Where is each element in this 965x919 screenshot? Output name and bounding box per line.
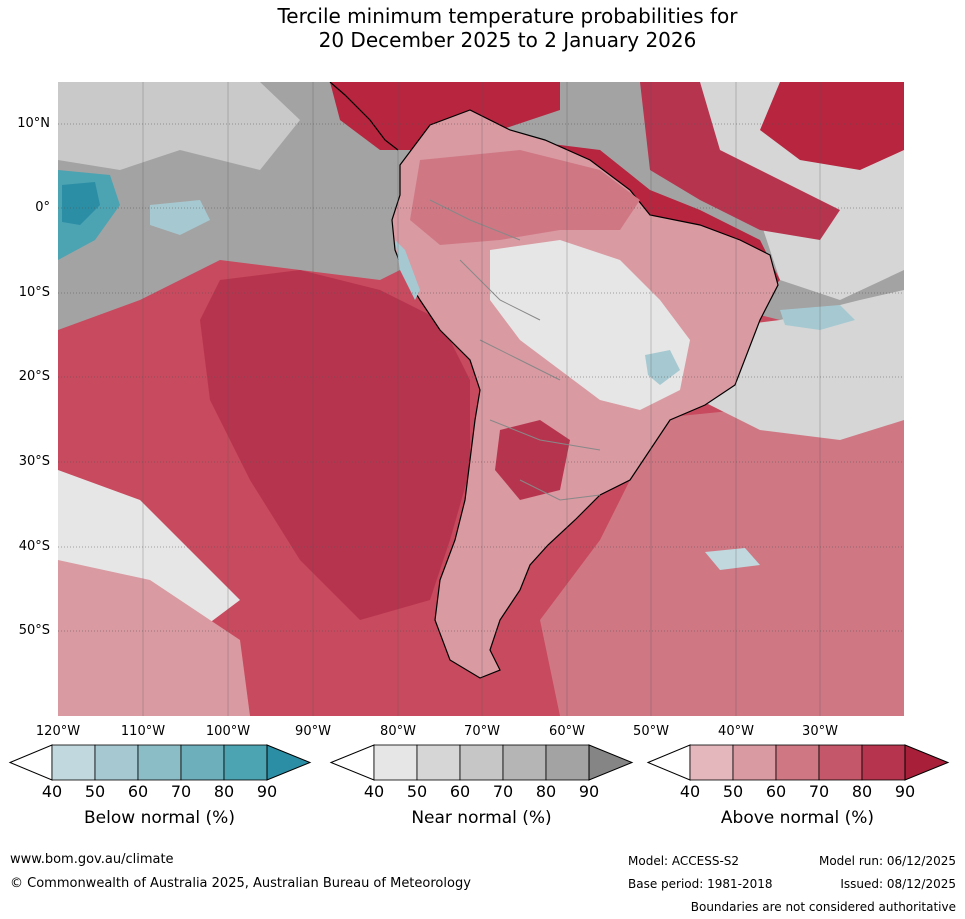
colorbar-swatch — [818, 744, 863, 781]
colorbar-min-arrow — [329, 744, 375, 781]
lon-label: 100°W — [205, 724, 251, 739]
lon-label: 50°W — [633, 724, 669, 739]
above-normal-atlantic-north — [640, 82, 840, 240]
below-normal-pacific-light — [150, 200, 210, 235]
lon-label: 60°W — [549, 724, 585, 739]
colorbar-swatch — [94, 744, 139, 781]
colorbar-swatch — [502, 744, 547, 781]
colorbar-swatch — [137, 744, 182, 781]
title-line-2: 20 December 2025 to 2 January 2026 — [318, 28, 697, 52]
colorbar-tick: 40 — [679, 782, 701, 801]
colorbar-swatch — [545, 744, 590, 781]
near-normal-light-north — [58, 82, 300, 170]
graticule — [58, 123, 904, 632]
colorbar-tick: 70 — [492, 782, 514, 801]
above-normal-south-atlantic — [540, 380, 904, 716]
colorbar-tick: 40 — [363, 782, 385, 801]
footer-website[interactable]: www.bom.gov.au/climate — [10, 852, 174, 867]
below-normal-pacific-core — [62, 182, 100, 225]
below-normal-interior — [645, 350, 680, 385]
footer-issued: Issued: 08/12/2025 — [840, 877, 956, 891]
graticule-meridians — [142, 82, 821, 716]
warm-amazon-land — [410, 150, 640, 245]
colorbar-tick: 70 — [170, 782, 192, 801]
lon-label: 90°W — [295, 724, 331, 739]
map-field — [58, 82, 904, 716]
colorbar-max-arrow — [266, 744, 312, 781]
footer-disclaimer: Boundaries are not considered authoritat… — [690, 900, 956, 914]
colorbar-swatch — [459, 744, 504, 781]
lat-label: 10°N — [17, 116, 50, 131]
above-normal-south-pacific — [200, 270, 470, 620]
footer-base-period: Base period: 1981-2018 — [628, 877, 773, 891]
colorbar-tick: 90 — [578, 782, 600, 801]
colorbar-tick: 50 — [84, 782, 106, 801]
lat-label: 20°S — [18, 369, 50, 384]
colorbar-tick: 80 — [851, 782, 873, 801]
lat-label: 40°S — [18, 539, 50, 554]
colorbar-tick: 80 — [535, 782, 557, 801]
central-america — [329, 82, 399, 151]
colorbar-max-arrow — [904, 744, 950, 781]
above-normal-east-atlantic — [760, 82, 904, 170]
colorbar-tick: 50 — [722, 782, 744, 801]
legend-colorbars — [8, 744, 950, 781]
colorbar-swatch — [223, 744, 268, 781]
lon-label: 30°W — [802, 724, 838, 739]
colorbar-tick: 90 — [256, 782, 278, 801]
colorbar-tick: 70 — [808, 782, 830, 801]
colorbar-swatch — [51, 744, 96, 781]
near-normal-interior — [490, 240, 690, 410]
colorbar-swatch — [689, 744, 734, 781]
colorbar-swatch — [775, 744, 820, 781]
colorbar-min-arrow — [8, 744, 53, 781]
colorbar-swatch — [416, 744, 461, 781]
colorbar-tick: 50 — [406, 782, 428, 801]
footer-model: Model: ACCESS-S2 — [628, 854, 740, 868]
colorbar-min-arrow — [646, 744, 691, 781]
lon-label: 70°W — [464, 724, 500, 739]
lon-label: 110°W — [120, 724, 166, 739]
title-line-1: Tercile minimum temperature probabilitie… — [277, 4, 738, 28]
colorbar-label: Near normal (%) — [411, 808, 552, 828]
colorbar-tick: 60 — [127, 782, 149, 801]
colorbar-tick: 60 — [449, 782, 471, 801]
colorbar-swatch — [861, 744, 906, 781]
south-america-land — [391, 109, 779, 679]
colorbar-tick: 80 — [213, 782, 235, 801]
colorbar-tick: 40 — [41, 782, 63, 801]
footer-model-run: Model run: 06/12/2025 — [818, 854, 956, 868]
colorbar-tick: 90 — [894, 782, 916, 801]
colorbar-label: Above normal (%) — [720, 808, 875, 828]
lon-label: 80°W — [380, 724, 416, 739]
colorbar-swatch — [732, 744, 777, 781]
above-light-southwest — [58, 560, 250, 716]
colorbar-swatch — [180, 744, 225, 781]
lat-label: 10°S — [18, 285, 50, 300]
lat-label: 0° — [35, 200, 50, 215]
chart-title: Tercile minimum temperature probabilitie… — [0, 4, 965, 52]
below-normal-southatlantic-patch — [705, 548, 760, 570]
colorbar-swatch — [373, 744, 418, 781]
warm-andes-patch — [495, 420, 570, 500]
colorbar-tick: 60 — [765, 782, 787, 801]
lat-label: 50°S — [18, 623, 50, 638]
footer-copyright: © Commonwealth of Australia 2025, Austra… — [10, 876, 471, 891]
andes-below-normal — [395, 240, 420, 300]
country-borders — [429, 199, 601, 501]
lon-label: 120°W — [35, 724, 81, 739]
below-normal-atlantic-patch — [780, 305, 855, 330]
lon-label: 40°W — [718, 724, 754, 739]
above-normal-caribbean — [330, 82, 560, 150]
colorbar-max-arrow — [588, 744, 634, 781]
colorbar-label: Below normal (%) — [84, 808, 235, 828]
lat-label: 30°S — [18, 454, 50, 469]
